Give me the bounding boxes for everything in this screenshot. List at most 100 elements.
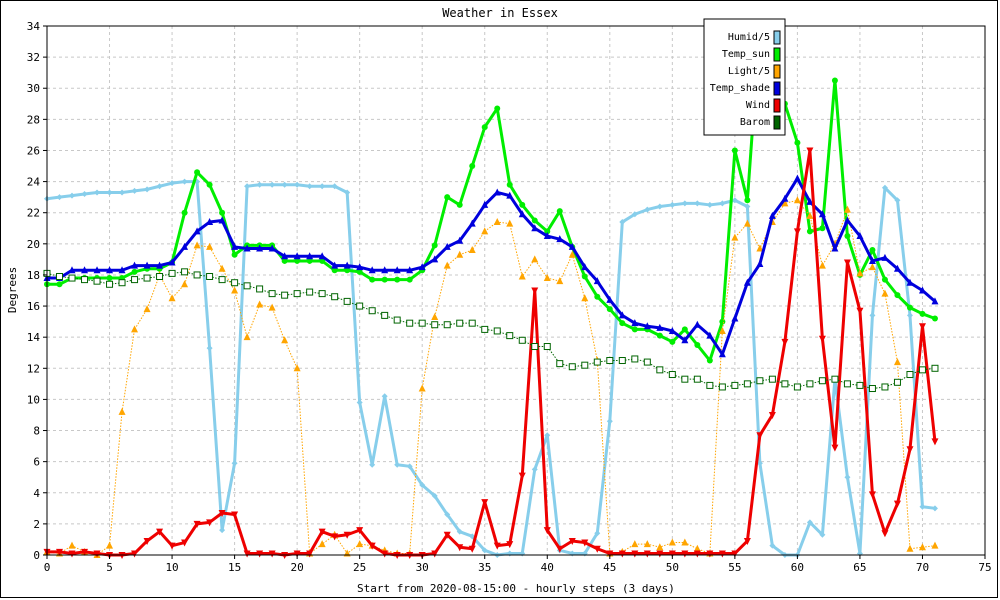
point-humid-5-37 [506,550,513,557]
point-temp-shade-68 [893,264,901,272]
point-wind-67 [881,530,889,538]
point-wind-59 [781,338,789,346]
point-temp-shade-60 [793,174,801,182]
point-temp-shade-6 [118,266,126,274]
point-barom-38 [518,336,526,344]
point-light-5-8 [143,305,151,313]
point-humid-5-33 [456,528,463,535]
point-temp-shade-67 [881,253,889,261]
point-barom-30 [418,319,426,327]
point-humid-5-61 [806,519,813,526]
point-wind-62 [818,335,826,343]
x-tick-label-14: 70 [916,561,929,574]
point-temp-shade-56 [743,278,751,286]
point-wind-42 [568,537,576,545]
point-temp-shade-51 [681,336,689,344]
point-barom-63 [831,375,839,383]
point-temp-sun-7 [131,268,138,275]
point-temp-sun-13 [206,181,213,188]
point-light-5-19 [281,336,289,344]
point-wind-54 [718,550,726,558]
point-temp-shade-33 [456,236,464,244]
point-barom-48 [643,358,651,366]
point-temp-sun-35 [481,124,488,131]
point-temp-shade-9 [156,261,164,269]
point-wind-71 [931,438,939,446]
point-humid-5-62 [819,531,826,538]
point-humid-5-1 [56,194,63,201]
point-barom-13 [206,272,214,280]
x-axis-title: Start from 2020-08-15:00 - hourly steps … [357,582,675,595]
point-wind-33 [456,544,464,552]
point-humid-5-45 [606,418,613,425]
point-temp-shade-21 [306,252,314,260]
point-humid-5-35 [481,547,488,554]
point-wind-7 [131,550,139,558]
point-barom-67 [881,383,889,391]
point-humid-5-56 [744,203,751,210]
point-temp-sun-50 [669,338,676,345]
point-humid-5-15 [231,460,238,467]
point-barom-6 [118,279,126,287]
point-wind-20 [293,550,301,558]
point-wind-61 [806,147,814,155]
point-humid-5-66 [869,312,876,319]
point-temp-sun-41 [556,208,563,215]
point-light-5-17 [256,300,264,308]
y-tick-label-0: 0 [33,549,40,562]
point-barom-2 [68,274,76,282]
point-wind-44 [593,545,601,553]
point-temp-shade-17 [256,244,264,252]
point-temp-shade-48 [643,322,651,330]
point-light-5-51 [681,538,689,546]
point-barom-14 [218,276,226,284]
point-barom-55 [731,381,739,389]
point-barom-45 [606,357,614,365]
y-tick-label-2: 4 [33,487,40,500]
y-tick-label-8: 16 [27,300,40,313]
point-wind-36 [493,542,501,550]
point-humid-5-4 [94,189,101,196]
point-humid-5-55 [731,197,738,204]
point-humid-5-44 [594,530,601,537]
point-light-5-66 [868,263,876,271]
point-light-5-25 [356,540,364,548]
point-wind-27 [381,550,389,558]
point-light-5-30 [418,384,426,392]
point-temp-shade-49 [656,323,664,331]
legend-swatch-humid-5 [773,30,781,45]
point-humid-5-21 [306,183,313,190]
point-barom-68 [893,378,901,386]
point-temp-shade-55 [731,314,739,322]
point-temp-sun-52 [694,341,701,348]
point-temp-shade-46 [618,311,626,319]
legend-swatch-wind [773,98,781,113]
point-wind-32 [443,531,451,539]
point-wind-46 [618,550,626,558]
point-humid-5-7 [131,187,138,194]
point-barom-35 [481,325,489,333]
point-temp-shade-54 [718,350,726,358]
point-wind-69 [906,446,914,454]
y-tick-label-13: 26 [27,144,40,157]
point-wind-21 [306,550,314,558]
point-wind-13 [206,519,214,527]
point-temp-shade-12 [193,227,201,235]
x-tick-label-12: 60 [791,561,804,574]
point-wind-66 [868,491,876,499]
point-wind-41 [556,545,564,553]
x-tick-label-2: 10 [165,561,178,574]
legend-label-humid-5: Humid/5 [728,32,770,43]
point-light-5-38 [518,272,526,280]
point-light-5-31 [431,312,439,320]
point-temp-shade-45 [606,295,614,303]
point-light-5-39 [531,255,539,263]
point-barom-69 [906,371,914,379]
point-temp-shade-8 [143,261,151,269]
point-temp-sun-39 [531,217,538,224]
point-barom-70 [918,366,926,374]
point-humid-5-32 [444,511,451,518]
legend-label-wind: Wind [746,100,770,111]
point-light-5-2 [68,541,76,549]
point-humid-5-31 [431,492,438,499]
